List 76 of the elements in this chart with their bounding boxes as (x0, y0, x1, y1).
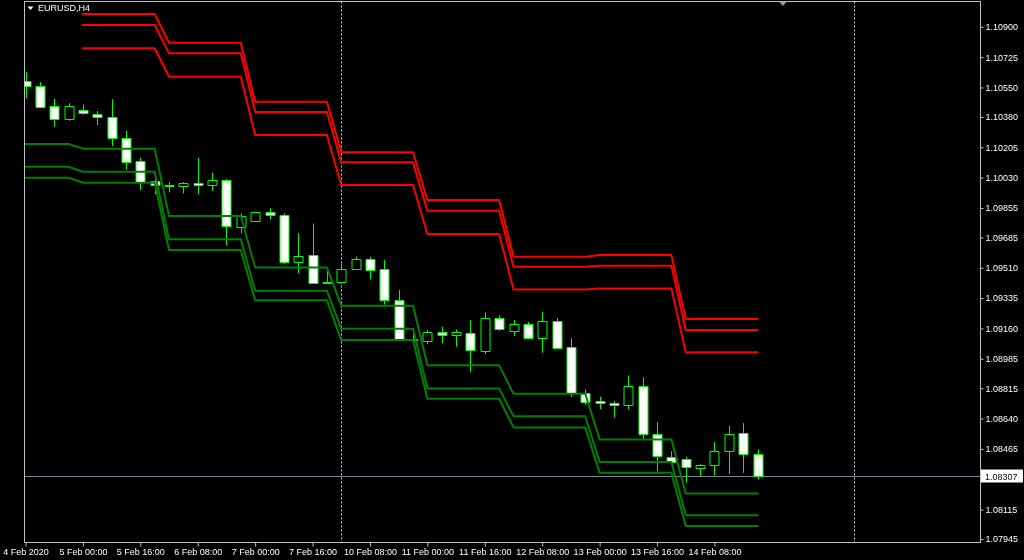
candlestick (250, 211, 261, 222)
candlestick (265, 207, 276, 220)
chart-title: EURUSD,H4 (38, 3, 91, 13)
y-tick-label: 1.08465 (985, 444, 1019, 455)
y-tick-label: 1.09855 (985, 203, 1019, 214)
candlestick (695, 463, 706, 477)
x-tick-label: 7 Feb 16:00 (289, 546, 338, 557)
candlestick (638, 376, 649, 440)
y-tick-label: 1.10725 (985, 52, 1019, 63)
x-tick-label: 11 Feb 00:00 (401, 546, 455, 557)
x-tick-label: 13 Feb 16:00 (631, 546, 685, 557)
candlestick (293, 232, 304, 274)
y-tick-label: 1.08640 (985, 413, 1019, 424)
x-tick-label: 12 Feb 08:00 (516, 546, 570, 557)
candlestick (92, 110, 103, 126)
x-tick-label: 5 Feb 16:00 (116, 546, 165, 557)
y-tick-label: 1.10030 (985, 173, 1019, 183)
candlestick (365, 256, 376, 280)
y-tick-label: 1.08815 (985, 383, 1019, 394)
candlestick (652, 421, 663, 472)
x-tick-label: 5 Feb 00:00 (59, 546, 108, 557)
ref-line-label: 1.08307 (985, 471, 1018, 482)
candlestick (121, 130, 132, 171)
x-tick-label: 11 Feb 16:00 (459, 546, 512, 557)
candlestick (465, 319, 476, 373)
candlestick (322, 269, 333, 284)
y-tick-label: 1.08115 (985, 504, 1018, 515)
y-tick-label: 1.10550 (985, 82, 1019, 93)
candlestick (595, 396, 606, 410)
candlestick (537, 311, 548, 354)
candlestick (494, 314, 505, 332)
candlestick (451, 328, 462, 348)
y-tick-label: 1.09335 (985, 293, 1019, 304)
candlestick (279, 212, 290, 265)
y-tick-label: 1.09510 (985, 263, 1019, 274)
candlestick (178, 181, 189, 194)
x-tick-label: 6 Feb 08:00 (174, 546, 223, 557)
candlestick (437, 326, 448, 344)
y-tick-label: 1.07945 (985, 534, 1019, 545)
candlestick (49, 98, 60, 128)
candlestick (523, 321, 534, 340)
candlestick (379, 259, 390, 306)
candlestick (336, 263, 347, 284)
candlestick (221, 178, 232, 246)
candlestick (164, 181, 175, 193)
x-tick-label: 4 Feb 2020 (3, 546, 49, 557)
candlestick (64, 102, 75, 122)
candlestick (609, 400, 620, 418)
candlestick (566, 337, 577, 398)
candlestick (422, 329, 433, 345)
y-tick-label: 1.09160 (985, 323, 1019, 334)
candlestick (681, 456, 692, 484)
y-tick-label: 1.10380 (985, 112, 1019, 123)
candlestick (207, 172, 218, 192)
y-tick-label: 1.10205 (985, 142, 1019, 153)
candlestick (308, 222, 319, 284)
candlestick (480, 311, 491, 355)
candlestick (724, 425, 735, 475)
candlestick (623, 374, 634, 410)
candlestick (552, 317, 563, 350)
candlestick (107, 98, 118, 147)
y-tick-label: 1.08985 (985, 354, 1019, 365)
candlestick (709, 441, 720, 476)
y-tick-label: 1.09685 (985, 232, 1019, 243)
x-tick-label: 14 Feb 08:00 (688, 546, 742, 557)
x-tick-label: 13 Feb 00:00 (573, 546, 627, 557)
candlestick (35, 81, 46, 109)
candlestick (509, 319, 520, 337)
x-tick-label: 10 Feb 08:00 (343, 546, 397, 557)
x-tick-label: 7 Feb 00:00 (231, 546, 280, 557)
candlestick (78, 104, 89, 116)
y-tick-label: 1.10900 (985, 22, 1019, 33)
candlestick (193, 157, 204, 195)
candlestick (351, 256, 362, 271)
candlestick (753, 448, 764, 480)
candlestick (738, 422, 749, 474)
